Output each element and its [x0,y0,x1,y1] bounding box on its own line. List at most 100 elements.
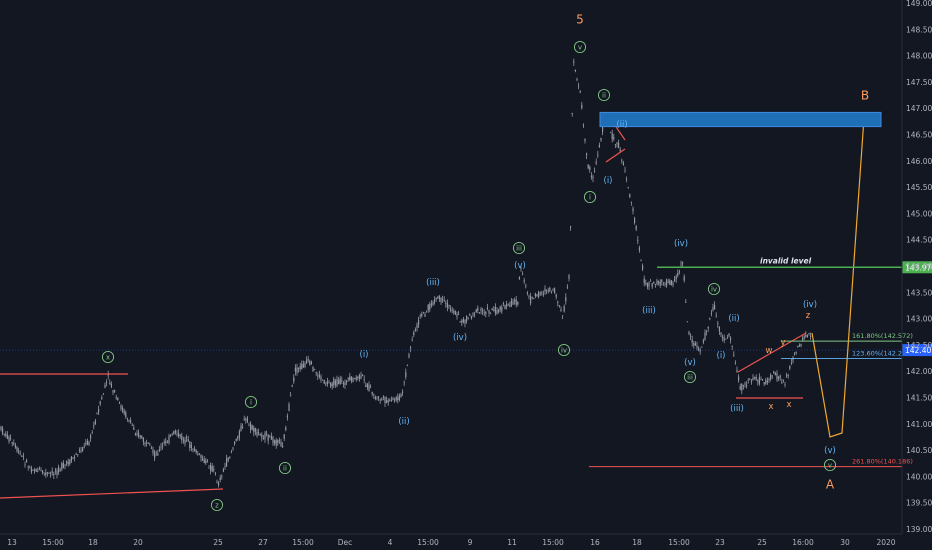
candle-body [618,142,620,148]
candle-body [496,310,498,315]
candle-body [200,455,202,458]
wave-label: v [828,462,832,470]
candle-body [661,279,663,282]
candle-body [213,469,215,471]
candle-body [427,304,429,311]
candle-body [294,367,296,372]
projection-path[interactable] [811,117,865,438]
time-tick-label: 30 [840,538,850,547]
candle-body [472,313,474,315]
candle-body [774,373,776,376]
candle-body [102,393,104,395]
candle-body [542,293,544,295]
candle-body [563,306,565,312]
candle-body [62,462,64,468]
candle-body [43,472,45,474]
candle-body [112,390,114,393]
candle-body [685,301,687,303]
candle-body [134,433,136,435]
wave-label: iv [711,286,717,294]
wave-label: i [589,194,591,202]
candle-body [643,278,645,284]
candle-body [790,362,792,364]
price-tick-label: 146.500 [906,131,932,140]
candle-body [45,472,47,475]
candle-body [389,399,391,401]
candle-body [584,138,586,141]
candle-body [675,276,677,280]
candle-body [174,430,176,433]
candle-body [358,375,360,379]
candle-body [264,432,266,440]
candle-body [422,312,424,314]
candle-body [776,373,778,380]
time-tick-label: 15:00 [292,538,314,547]
candle-body [429,304,431,310]
wave-label: z [215,502,219,510]
candle-body [40,470,42,472]
candle-body [461,320,463,323]
candle-body [648,282,650,287]
candle-body [522,274,524,275]
candle-body [642,265,644,270]
candle-body [368,384,370,392]
candle-body [312,366,314,372]
candle-body [658,281,660,284]
candle-body [672,282,674,285]
candle-body [690,335,692,337]
wave-label: (iv) [674,239,688,249]
candle-body [536,294,538,297]
wave-label: (v) [514,261,526,271]
time-tick-label: 18 [632,538,642,547]
candle-body [528,295,530,297]
candle-body [35,468,37,472]
candle-body [106,382,108,383]
candle-body [30,468,32,473]
candle-body [805,335,807,337]
candle-body [8,436,10,442]
candle-body [122,408,124,412]
candle-body [760,378,762,380]
fib-label: 123.60%(142.240) [852,350,913,358]
candle-body [266,432,268,434]
candle-body [451,310,453,312]
candle-body [504,305,506,309]
candle-body [520,268,522,269]
support-trendline[interactable] [0,488,224,499]
candle-body [126,418,128,420]
target-zone[interactable] [599,111,882,128]
candle-body [674,278,676,282]
candle-body [254,428,256,432]
candle-body [5,433,7,436]
candle-body [435,297,437,299]
price-tick-label: 148.000 [906,52,932,61]
candle-body [29,467,31,469]
wave-label: (iii) [642,306,656,316]
candle-body [750,380,752,382]
candle-body [573,61,575,63]
candle-body [250,423,252,430]
candle-body [221,475,223,477]
candle-body [130,420,132,423]
candle-body [400,394,402,398]
candle-body [632,208,634,212]
candle-body [286,415,288,418]
candle-body [88,442,90,445]
candle-body [187,439,189,442]
candle-body [6,435,8,439]
candle-body [144,443,146,444]
wedge-line-upper[interactable] [737,332,807,373]
invalid-level-label: invalid level [760,256,812,265]
time-tick-label: 15:00 [42,538,64,547]
candle-body [304,363,306,367]
candle-body [58,466,60,473]
wave-label: 5 [576,12,584,26]
candle-body [597,154,599,156]
triangle-line-lower[interactable] [605,148,626,163]
candle-body [272,437,274,443]
time-tick-label: 20 [133,538,143,547]
candle-body [363,379,365,380]
candle-body [514,299,516,302]
candle-body [414,329,416,331]
